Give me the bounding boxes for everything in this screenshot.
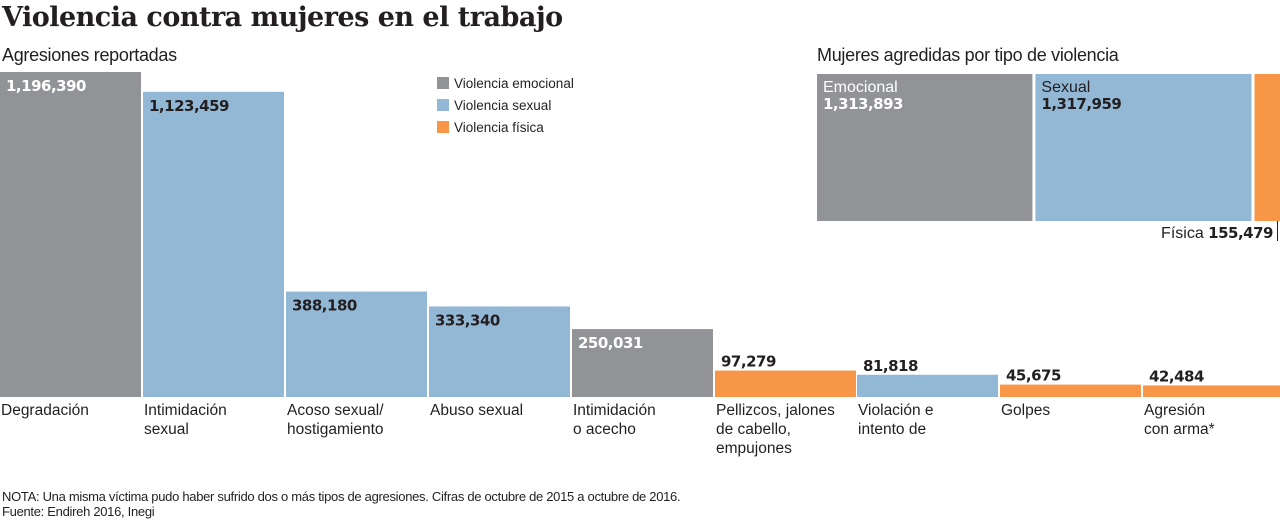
bar-value-label: 333,340 [435, 311, 500, 329]
legend-label: Violencia emocional [454, 75, 574, 91]
page-title: Violencia contra mujeres en el trabajo [2, 2, 563, 33]
treemap-name: Física [1161, 225, 1208, 242]
treemap-value: 1,317,959 [1041, 95, 1121, 113]
bar-emocional [0, 72, 141, 397]
category-label: o acecho [573, 421, 636, 438]
bar-sexual [857, 374, 998, 397]
bar-fisica [1143, 385, 1280, 397]
treemap-name: Sexual [1041, 79, 1090, 96]
bar-fisica [715, 370, 856, 397]
legend-swatch-fisica [437, 121, 449, 133]
legend-item-fisica: Violencia física [437, 116, 574, 138]
bar-value-label: 97,279 [721, 353, 776, 371]
bar-value-label: 81,818 [863, 357, 918, 375]
category-label: Abuso sexual [430, 402, 523, 419]
source-text: Fuente: Endireh 2016, Inegi [2, 504, 155, 519]
treemap-value: 155,479 [1208, 224, 1273, 242]
category-label: Violación e [858, 402, 934, 419]
category-label: Intimidación [144, 402, 227, 419]
bar-value-label: 1,196,390 [6, 77, 86, 95]
note-text: NOTA: Una misma víctima pudo haber sufri… [2, 489, 681, 504]
treemap-fisica-callout: Física 155,479 [1161, 224, 1273, 242]
treemap-title: Mujeres agredidas por tipo de violencia [817, 45, 1119, 65]
category-label: Golpes [1001, 402, 1050, 419]
category-label: Agresión [1144, 402, 1205, 419]
legend-item-sexual: Violencia sexual [437, 94, 574, 116]
bar-sexual [429, 306, 570, 397]
legend: Violencia emocional Violencia sexual Vio… [437, 72, 574, 138]
bar-value-label: 45,675 [1006, 367, 1061, 385]
category-label: empujones [716, 440, 792, 457]
bar-sexual [143, 91, 284, 398]
bar-fisica [1000, 384, 1141, 397]
category-label: de cabello, [716, 421, 791, 438]
category-label: sexual [144, 421, 189, 438]
bar-chart-title: Agresiones reportadas [2, 45, 177, 65]
category-label: Acoso sexual/ [287, 402, 384, 419]
category-label: Degradación [1, 402, 89, 419]
legend-label: Violencia física [454, 119, 544, 135]
footnotes: NOTA: Una misma víctima pudo haber sufri… [2, 489, 681, 519]
treemap-cell-fisica [1254, 74, 1280, 221]
category-label: Intimidación [573, 402, 656, 419]
treemap-value: 1,313,893 [823, 95, 903, 113]
chart-canvas: 1,196,390 Degradación 1,123,459 Intimidació… [0, 72, 1280, 457]
bar-value-label: 250,031 [578, 334, 643, 352]
category-label: hostigamiento [287, 421, 384, 438]
legend-item-emocional: Violencia emocional [437, 72, 574, 94]
bar-value-label: 388,180 [292, 297, 357, 315]
category-label: con arma* [1144, 421, 1215, 438]
legend-label: Violencia sexual [454, 97, 552, 113]
legend-swatch-sexual [437, 99, 449, 111]
bar-value-label: 1,123,459 [149, 97, 229, 115]
bar-sexual [286, 291, 427, 397]
bar-value-label: 42,484 [1149, 367, 1204, 385]
treemap-cell-emocional [817, 74, 1033, 221]
treemap-cell-sexual [1035, 74, 1252, 221]
category-label: intento de [858, 421, 926, 438]
category-label: Pellizcos, jalones [716, 402, 835, 419]
treemap-name: Emocional [823, 79, 898, 96]
bar-emocional [572, 329, 713, 397]
legend-swatch-emocional [437, 77, 449, 89]
